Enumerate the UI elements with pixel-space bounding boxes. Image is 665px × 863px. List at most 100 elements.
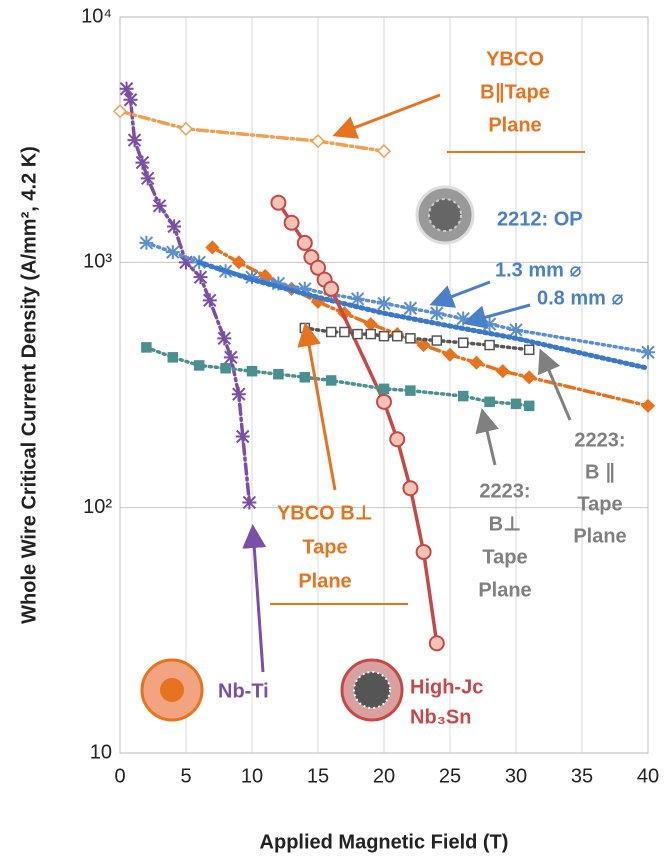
marker xyxy=(217,331,231,345)
marker xyxy=(406,386,415,395)
marker xyxy=(430,306,444,320)
nbti-icon-core xyxy=(160,678,184,702)
marker xyxy=(167,219,181,233)
series-line xyxy=(305,328,529,350)
marker xyxy=(377,296,391,310)
marker xyxy=(248,367,257,376)
annotation: Nb₃Sn xyxy=(410,706,471,728)
arrow xyxy=(338,95,440,134)
marker xyxy=(195,361,204,370)
marker xyxy=(525,345,534,354)
marker xyxy=(378,145,390,157)
marker xyxy=(168,353,177,362)
annotation: Plane xyxy=(573,525,626,547)
marker xyxy=(485,397,494,406)
arrow xyxy=(483,414,495,465)
marker xyxy=(470,357,482,369)
marker xyxy=(365,318,377,330)
arrow xyxy=(468,305,530,322)
marker xyxy=(166,245,180,259)
y-tick-label: 10 xyxy=(90,741,112,763)
marker xyxy=(194,270,208,284)
marker xyxy=(232,387,246,401)
y-axis-title: Whole Wire Critical Current Density (A/m… xyxy=(18,146,40,624)
marker xyxy=(340,328,349,337)
marker xyxy=(417,545,431,559)
marker xyxy=(124,93,138,107)
y-tick-label: 10² xyxy=(83,496,112,518)
x-tick-label: 0 xyxy=(114,765,125,787)
annotation: High-Jc xyxy=(410,676,483,698)
x-tick-label: 25 xyxy=(439,765,461,787)
annotation: Tape xyxy=(302,536,347,558)
marker xyxy=(456,312,470,326)
y-tick-label: 10³ xyxy=(83,251,112,273)
marker xyxy=(324,282,338,296)
x-tick-label: 40 xyxy=(637,765,659,787)
marker xyxy=(300,373,309,382)
marker xyxy=(512,399,521,408)
x-tick-label: 5 xyxy=(180,765,191,787)
annotation: 0.8 mm ⌀ xyxy=(537,287,624,309)
marker xyxy=(312,135,324,147)
marker xyxy=(236,430,250,444)
marker xyxy=(406,334,415,343)
marker xyxy=(271,196,285,210)
marker xyxy=(485,341,494,350)
series-line xyxy=(146,347,529,405)
marker xyxy=(525,401,534,410)
arrow xyxy=(306,328,335,490)
marker xyxy=(641,345,655,359)
marker xyxy=(274,370,283,379)
marker xyxy=(139,236,153,250)
chart: Applied Magnetic Field (T) Whole Wire Cr… xyxy=(0,0,665,863)
marker xyxy=(298,236,312,250)
marker xyxy=(141,171,155,185)
marker xyxy=(353,330,362,339)
marker xyxy=(135,156,149,170)
arrow xyxy=(253,530,263,672)
arrow xyxy=(435,282,490,303)
annotation: Tape xyxy=(482,546,527,568)
x-tick-label: 15 xyxy=(307,765,329,787)
marker xyxy=(153,199,167,213)
x-tick-label: 10 xyxy=(241,765,263,787)
marker xyxy=(128,133,142,147)
y-tick-label: 10⁴ xyxy=(81,5,112,27)
marker xyxy=(393,332,402,341)
marker xyxy=(142,343,151,352)
x-tick-label: 20 xyxy=(373,765,395,787)
annotation: B∥Tape xyxy=(480,81,550,103)
marker xyxy=(497,365,509,377)
annotation: YBCO B⊥ xyxy=(277,502,373,524)
marker xyxy=(203,293,217,307)
annotation: 2223: xyxy=(574,429,625,451)
marker xyxy=(380,332,389,341)
marker xyxy=(390,432,404,446)
annotation: 2212: OP xyxy=(497,208,583,230)
marker xyxy=(114,105,126,117)
annotation: Tape xyxy=(577,493,622,515)
marker xyxy=(459,338,468,347)
marker xyxy=(444,349,456,361)
marker xyxy=(180,123,192,135)
marker xyxy=(459,392,468,401)
x-tick-label: 35 xyxy=(571,765,593,787)
marker xyxy=(509,323,523,337)
series-line xyxy=(127,89,250,503)
marker xyxy=(327,376,336,385)
marker xyxy=(430,636,444,650)
marker xyxy=(366,330,375,339)
marker xyxy=(224,350,238,364)
marker xyxy=(377,395,391,409)
x-tick-label: 30 xyxy=(505,765,527,787)
x-axis-title: Applied Magnetic Field (T) xyxy=(260,831,509,853)
annotation: Plane xyxy=(488,114,541,136)
marker xyxy=(242,495,256,509)
marker xyxy=(221,364,230,373)
annotation: 2223: xyxy=(479,480,530,502)
bi2212-icon-core xyxy=(429,199,461,231)
marker xyxy=(642,400,654,412)
marker xyxy=(432,336,441,345)
annotation: YBCO xyxy=(486,48,544,70)
